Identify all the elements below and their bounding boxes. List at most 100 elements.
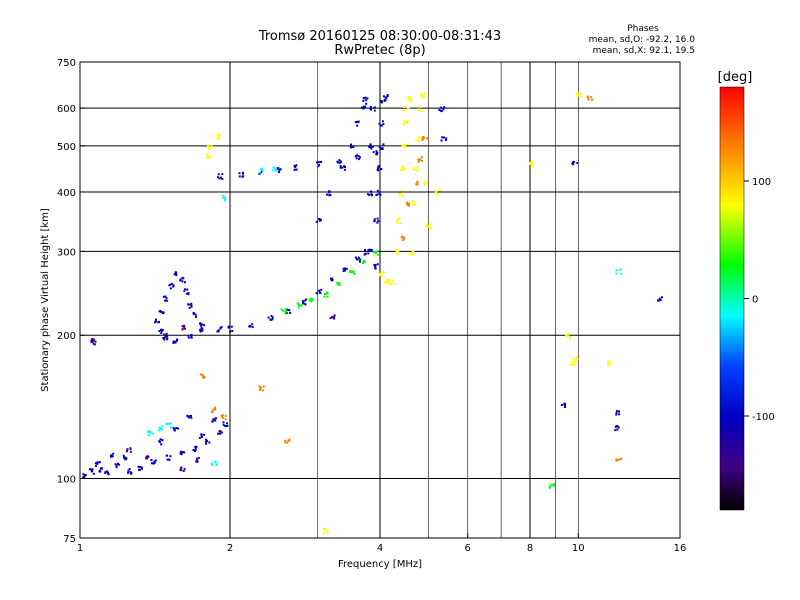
data-point (277, 171, 280, 173)
data-point (378, 272, 381, 275)
data-point (82, 473, 85, 476)
data-point (107, 471, 109, 474)
data-point (95, 465, 97, 467)
data-point (311, 299, 314, 302)
data-point (659, 299, 662, 302)
data-point (218, 133, 221, 136)
data-point (288, 439, 291, 442)
data-point (438, 109, 441, 111)
data-point (383, 281, 386, 284)
data-point (104, 472, 107, 474)
data-point (190, 305, 193, 308)
data-point (110, 454, 113, 457)
data-point (401, 165, 403, 168)
data-point (372, 151, 375, 154)
data-point (218, 135, 221, 138)
data-point (166, 423, 169, 426)
data-point (183, 326, 186, 329)
data-point (407, 98, 410, 101)
data-point (370, 190, 373, 193)
data-point (272, 166, 275, 169)
data-point (564, 406, 566, 408)
data-point (188, 415, 191, 418)
data-point (318, 291, 321, 294)
data-point (147, 430, 150, 433)
data-point (567, 333, 569, 336)
data-point (174, 271, 177, 274)
data-point (615, 269, 618, 272)
data-point (353, 272, 356, 275)
data-point (152, 462, 155, 465)
data-point (318, 289, 321, 292)
data-point (343, 165, 346, 168)
data-point (112, 452, 115, 455)
data-point (440, 139, 443, 142)
data-point (395, 249, 398, 252)
data-point (206, 153, 209, 156)
data-point (262, 389, 265, 392)
data-point (360, 106, 363, 109)
data-point (618, 458, 620, 461)
data-point (216, 330, 219, 333)
data-point (333, 317, 336, 320)
data-point (217, 432, 219, 435)
data-point (224, 196, 227, 199)
data-point (293, 168, 296, 171)
data-point (403, 122, 406, 125)
data-point (423, 183, 426, 186)
data-point (301, 300, 304, 303)
data-point (217, 329, 220, 332)
data-point (148, 434, 150, 437)
data-point (162, 312, 164, 315)
data-point (166, 335, 169, 338)
data-point (416, 165, 419, 168)
data-point (375, 153, 378, 156)
data-point (160, 311, 163, 313)
data-point (158, 429, 161, 432)
data-point (160, 328, 162, 331)
data-point (373, 109, 376, 112)
data-point (297, 303, 300, 306)
data-point (177, 427, 180, 430)
data-point (565, 335, 568, 337)
data-point (576, 92, 579, 95)
data-point (92, 338, 95, 341)
data-point (328, 191, 331, 194)
data-point (380, 100, 383, 103)
data-point (401, 167, 404, 170)
data-point (286, 441, 289, 444)
data-point (168, 422, 171, 425)
data-point (414, 201, 417, 204)
data-point (614, 429, 617, 432)
data-point (259, 168, 262, 171)
data-point (339, 161, 342, 164)
data-point (293, 164, 296, 167)
data-point (219, 327, 222, 330)
data-point (371, 194, 373, 197)
data-point (248, 325, 251, 328)
data-point (194, 447, 197, 450)
data-point (302, 302, 304, 304)
data-point (369, 249, 372, 252)
data-point (399, 192, 401, 195)
data-point (403, 109, 406, 112)
data-point (367, 249, 370, 252)
data-point (417, 160, 420, 163)
data-point (225, 425, 227, 427)
data-point (190, 416, 193, 419)
data-point (359, 156, 361, 159)
data-point (146, 457, 149, 460)
data-point (187, 292, 190, 294)
y-axis-label: Stationary phase Virtual Height [km] (40, 208, 51, 392)
data-point (288, 309, 291, 312)
data-point (374, 264, 377, 267)
data-point (445, 137, 448, 140)
data-point (152, 432, 155, 435)
data-point (181, 328, 184, 331)
data-point (412, 203, 415, 206)
data-point (194, 445, 197, 448)
data-point (337, 282, 340, 285)
data-point (126, 450, 128, 453)
data-point (190, 303, 193, 306)
data-point (217, 136, 220, 139)
